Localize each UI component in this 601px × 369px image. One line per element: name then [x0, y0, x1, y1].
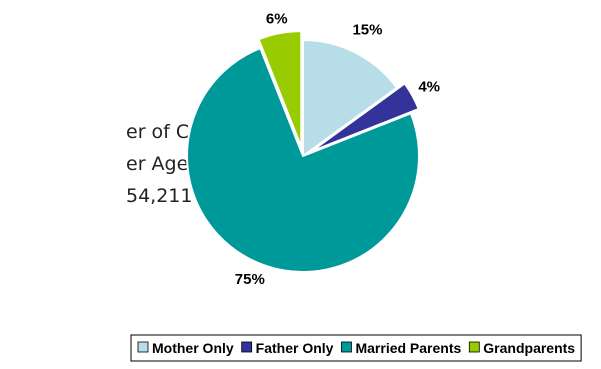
legend-item-married-parents: Married Parents: [341, 340, 462, 356]
legend-swatch-grandparents: [468, 341, 480, 353]
legend-label-father-only: Father Only: [256, 340, 334, 356]
legend-swatch-father-only: [241, 341, 253, 353]
pie-slice-father-only: [309, 82, 420, 153]
legend-swatch-mother-only: [137, 341, 149, 353]
legend-label-grandparents: Grandparents: [483, 340, 575, 356]
pie-slice-mother-only: [302, 39, 398, 157]
pie-slice-grandparents: [257, 30, 303, 149]
pie-slice-married-parents: [186, 47, 420, 273]
pie-label-father-only: 4%: [418, 79, 440, 96]
legend-item-mother-only: Mother Only: [137, 340, 234, 356]
legend-frame: [130, 334, 582, 362]
legend-label-married-parents: Married Parents: [355, 340, 461, 356]
legend-label-mother-only: Mother Only: [152, 340, 234, 356]
pie-label-mother-only: 15%: [352, 21, 382, 38]
legend-item-father-only: Father Only: [241, 340, 334, 356]
legend-swatch-married-parents: [341, 341, 352, 353]
pie-label-grandparents: 6%: [266, 10, 288, 27]
pie-slices: [186, 30, 420, 273]
legend-item-grandparents: Grandparents: [468, 340, 575, 356]
side-note-line-3: 54,211: [126, 185, 192, 207]
legend: Mother Only Father Only Married Parents Gra…: [130, 334, 582, 362]
pie-label-married-parents: 75%: [235, 271, 265, 288]
pie-labels: 15% 4% 75% 6%: [235, 10, 440, 287]
